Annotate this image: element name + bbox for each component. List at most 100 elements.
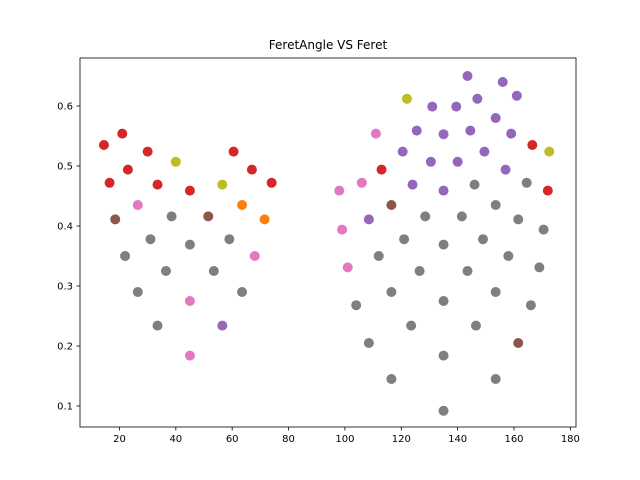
data-point bbox=[527, 140, 538, 150]
x-tick-label: 60 bbox=[226, 434, 239, 445]
data-point bbox=[386, 287, 397, 297]
data-point bbox=[203, 211, 214, 222]
data-point bbox=[511, 90, 522, 101]
plot-area: 20 40 60 80 100 120 140 160 180 0.10.20.30.40.50… bbox=[57, 57, 580, 445]
y-tick-label: 0.4 bbox=[57, 222, 73, 233]
y-axis: 0.1 0.2 0.3 0.4 0.5 0.6 bbox=[57, 102, 80, 413]
data-point bbox=[373, 251, 384, 261]
data-point bbox=[513, 338, 524, 348]
data-point bbox=[397, 146, 408, 157]
data-point bbox=[342, 262, 353, 273]
data-point bbox=[217, 320, 228, 331]
data-point bbox=[490, 374, 501, 384]
data-point bbox=[246, 164, 257, 175]
data-point bbox=[478, 234, 488, 245]
data-point bbox=[490, 113, 501, 123]
data-point bbox=[386, 374, 397, 384]
y-tick-label: 0.5 bbox=[57, 162, 73, 173]
data-point bbox=[217, 179, 228, 190]
y-tick-label: 0.6 bbox=[57, 102, 73, 113]
data-point bbox=[472, 93, 483, 104]
x-tick-label: 180 bbox=[561, 434, 580, 445]
x-tick-label: 100 bbox=[335, 434, 354, 445]
data-point bbox=[228, 146, 239, 157]
data-point bbox=[184, 296, 195, 306]
data-point bbox=[356, 177, 367, 188]
data-point bbox=[490, 200, 501, 210]
data-point bbox=[208, 266, 219, 276]
plot-background bbox=[80, 58, 576, 427]
data-point bbox=[401, 93, 412, 104]
y-tick-label: 0.1 bbox=[57, 402, 73, 413]
x-tick-label: 120 bbox=[392, 434, 411, 445]
data-point bbox=[506, 128, 517, 139]
data-point bbox=[462, 71, 473, 81]
data-point bbox=[503, 251, 514, 261]
data-point bbox=[363, 214, 374, 225]
data-point bbox=[427, 101, 438, 112]
data-point bbox=[170, 156, 181, 167]
data-point bbox=[497, 77, 508, 87]
data-point bbox=[104, 177, 115, 188]
data-point bbox=[110, 214, 121, 225]
y-tick-label: 0.3 bbox=[57, 282, 73, 293]
data-point bbox=[438, 239, 449, 250]
data-point bbox=[544, 146, 555, 157]
data-point bbox=[438, 350, 449, 361]
data-point bbox=[249, 251, 260, 261]
data-point bbox=[237, 287, 248, 297]
data-point bbox=[490, 287, 501, 297]
data-point bbox=[237, 200, 248, 210]
x-tick-label: 160 bbox=[504, 434, 523, 445]
x-tick-label: 20 bbox=[113, 434, 126, 445]
data-point bbox=[334, 185, 345, 196]
data-point bbox=[469, 179, 480, 190]
x-tick-label: 40 bbox=[169, 434, 182, 445]
x-tick-label: 140 bbox=[448, 434, 467, 445]
y-tick-label: 0.2 bbox=[57, 342, 73, 353]
data-point bbox=[438, 296, 449, 306]
data-point bbox=[120, 251, 131, 261]
data-point bbox=[142, 146, 153, 157]
data-point bbox=[538, 224, 549, 235]
data-point bbox=[456, 211, 467, 222]
data-point bbox=[132, 287, 143, 297]
data-point bbox=[145, 234, 156, 245]
data-point bbox=[452, 156, 463, 167]
data-point bbox=[337, 224, 348, 235]
data-point bbox=[152, 179, 163, 190]
data-point bbox=[414, 266, 425, 276]
data-point bbox=[132, 200, 143, 210]
data-point bbox=[438, 129, 449, 140]
data-point bbox=[184, 350, 195, 361]
data-point bbox=[521, 177, 532, 188]
data-points bbox=[98, 71, 555, 416]
data-point bbox=[166, 211, 177, 222]
plot-frame bbox=[79, 57, 577, 428]
data-point bbox=[513, 214, 524, 225]
data-point bbox=[534, 262, 545, 273]
data-point bbox=[420, 211, 431, 222]
data-point bbox=[479, 146, 490, 157]
data-point bbox=[406, 320, 417, 331]
data-point bbox=[386, 200, 397, 210]
data-point bbox=[462, 266, 473, 276]
data-point bbox=[438, 185, 449, 196]
data-point bbox=[470, 320, 481, 331]
data-point bbox=[500, 164, 511, 175]
x-tick-label: 80 bbox=[282, 434, 295, 445]
data-point bbox=[363, 338, 374, 348]
data-point bbox=[259, 214, 270, 225]
data-point bbox=[117, 128, 128, 139]
data-point bbox=[438, 405, 449, 416]
data-point bbox=[411, 125, 422, 136]
data-point bbox=[425, 156, 436, 167]
data-point bbox=[351, 300, 362, 311]
data-point bbox=[451, 101, 462, 112]
x-axis: 20 40 60 80 100 120 140 160 180 bbox=[113, 427, 580, 445]
data-point bbox=[465, 125, 476, 136]
data-point bbox=[370, 128, 381, 139]
data-point bbox=[224, 234, 235, 245]
data-point bbox=[266, 177, 277, 188]
